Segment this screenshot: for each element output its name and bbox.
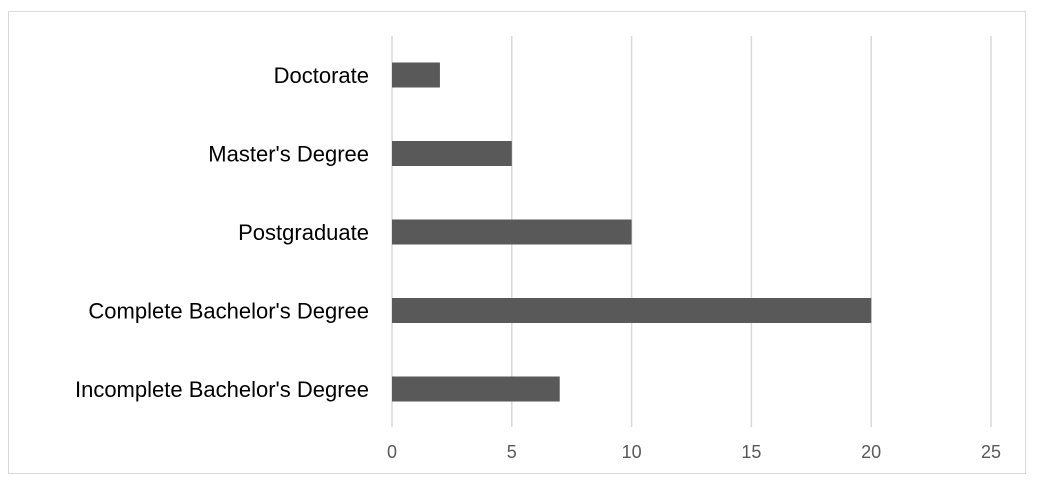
category-label: Doctorate <box>274 63 369 88</box>
category-labels: Doctorate Master's Degree Postgraduate Comp… <box>75 63 369 402</box>
bar <box>392 298 872 323</box>
x-tick-label: 25 <box>981 442 1001 462</box>
category-label: Master's Degree <box>208 142 369 167</box>
x-tick-labels: 0 5 10 15 20 25 <box>387 442 1001 462</box>
x-tick-label: 15 <box>741 442 761 462</box>
x-tick-label: 10 <box>622 442 642 462</box>
bar <box>392 376 560 402</box>
bar <box>392 62 440 88</box>
category-label: Postgraduate <box>238 220 369 245</box>
x-tick-label: 20 <box>861 442 881 462</box>
category-label: Incomplete Bachelor's Degree <box>75 377 369 402</box>
category-label: Complete Bachelor's Degree <box>88 299 369 324</box>
x-tick-label: 0 <box>387 442 397 462</box>
x-tick-label: 5 <box>507 442 517 462</box>
bar <box>392 219 632 245</box>
gridlines <box>391 36 992 427</box>
bar <box>392 141 512 166</box>
bars <box>392 62 872 402</box>
